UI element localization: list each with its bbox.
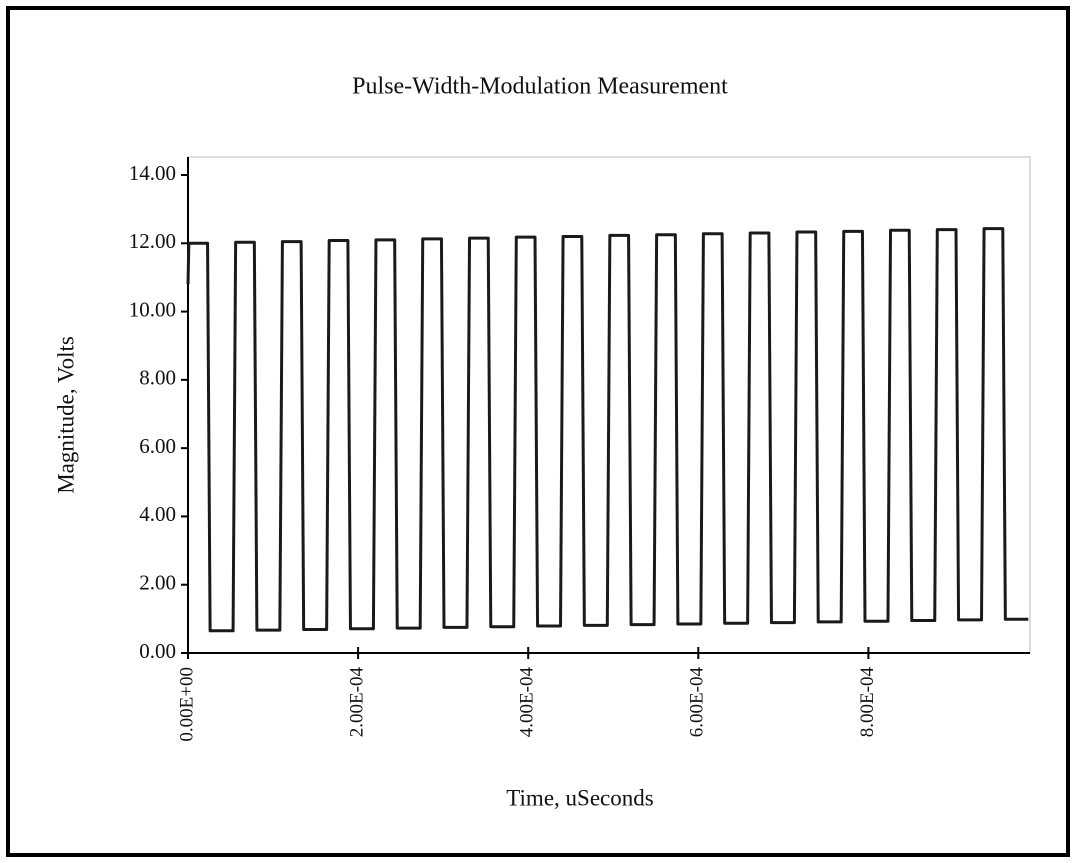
x-tick-label: 6.00E-04 <box>687 667 708 738</box>
x-tick-label: 2.00E-04 <box>346 667 367 738</box>
x-axis-label: Time, uSeconds <box>506 785 653 810</box>
y-tick-label: 6.00 <box>139 434 176 458</box>
y-tick-label: 2.00 <box>139 571 176 595</box>
y-axis-label: Magnitude, Volts <box>53 336 78 494</box>
x-tick-label: 8.00E-04 <box>857 667 878 738</box>
line-series <box>186 227 1029 633</box>
x-tick-label: 0.00E+00 <box>176 667 197 742</box>
x-tick-label: 4.00E-04 <box>517 667 538 738</box>
y-tick-label: 4.00 <box>139 502 176 526</box>
y-tick-label: 14.00 <box>129 161 176 185</box>
y-tick-label: 10.00 <box>129 297 176 321</box>
chart-title: Pulse-Width-Modulation Measurement <box>352 74 728 100</box>
y-tick-label: 12.00 <box>129 229 176 253</box>
y-tick-label: 8.00 <box>139 366 176 390</box>
y-tick-label: 0.00 <box>139 639 176 663</box>
chart-border <box>6 6 1070 857</box>
